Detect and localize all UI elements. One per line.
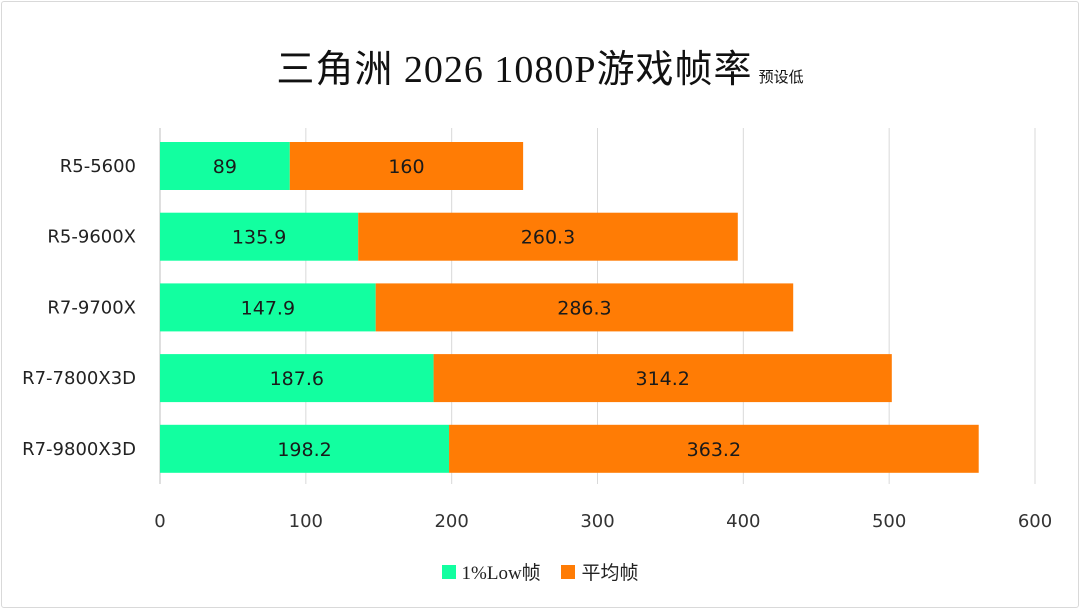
x-tick-label-600: 600 — [1018, 511, 1052, 532]
legend-label-average: 平均帧 — [581, 563, 639, 584]
x-tick-label-100: 100 — [289, 511, 323, 532]
data-label-1pct-low: 89 — [213, 156, 237, 178]
chart-title-block: 三角洲 2026 1080P游戏帧率 预设低 — [0, 38, 1080, 93]
chart-subtitle: 预设低 — [758, 70, 804, 86]
data-label-1pct-low: 135.9 — [232, 227, 286, 249]
legend-item-1pct-low: 1%Low帧 — [441, 558, 541, 585]
data-label-average: 314.2 — [635, 368, 689, 390]
x-tick-label-400: 400 — [726, 511, 760, 532]
y-category-label: R5-5600 — [60, 156, 136, 177]
data-label-1pct-low: 187.6 — [270, 368, 324, 390]
chart-legend: 1%Low帧 平均帧 — [0, 558, 1080, 585]
legend-swatch-1pct-low — [441, 564, 456, 579]
data-label-1pct-low: 198.2 — [277, 439, 331, 461]
bar-1pct-low-R5-5600 — [160, 142, 290, 190]
bar-average-R5-9600X — [358, 212, 738, 261]
data-label-average: 260.3 — [521, 227, 575, 249]
x-tick-label-300: 300 — [580, 511, 614, 532]
data-label-average: 286.3 — [557, 297, 611, 319]
y-category-label: R5-9600X — [47, 227, 136, 248]
legend-item-average: 平均帧 — [561, 558, 638, 585]
bar-1pct-low-R5-9600X — [160, 212, 359, 261]
legend-swatch-average — [561, 564, 576, 579]
bar-1pct-low-R7-9700X — [160, 283, 376, 332]
bar-average-R7-7800X3D — [433, 354, 892, 403]
y-category-label: R7-7800X3D — [22, 368, 136, 389]
data-label-average: 160 — [388, 156, 424, 178]
data-label-1pct-low: 147.9 — [241, 297, 295, 319]
bar-average-R7-9800X3D — [449, 424, 979, 473]
y-category-label: R7-9800X3D — [22, 439, 136, 460]
data-label-average: 363.2 — [687, 439, 741, 461]
bar-1pct-low-R7-9800X3D — [160, 424, 450, 473]
bar-average-R5-5600 — [289, 142, 524, 190]
y-category-label: R7-9700X — [47, 297, 136, 318]
x-tick-label-0: 0 — [154, 511, 165, 532]
bar-average-R7-9700X — [375, 283, 794, 332]
chart-title: 三角洲 2026 1080P游戏帧率 — [276, 49, 753, 91]
x-tick-label-500: 500 — [872, 511, 906, 532]
x-tick-label-200: 200 — [434, 511, 468, 532]
legend-label-1pct-low: 1%Low帧 — [461, 563, 541, 584]
bar-1pct-low-R7-7800X3D — [160, 354, 434, 403]
